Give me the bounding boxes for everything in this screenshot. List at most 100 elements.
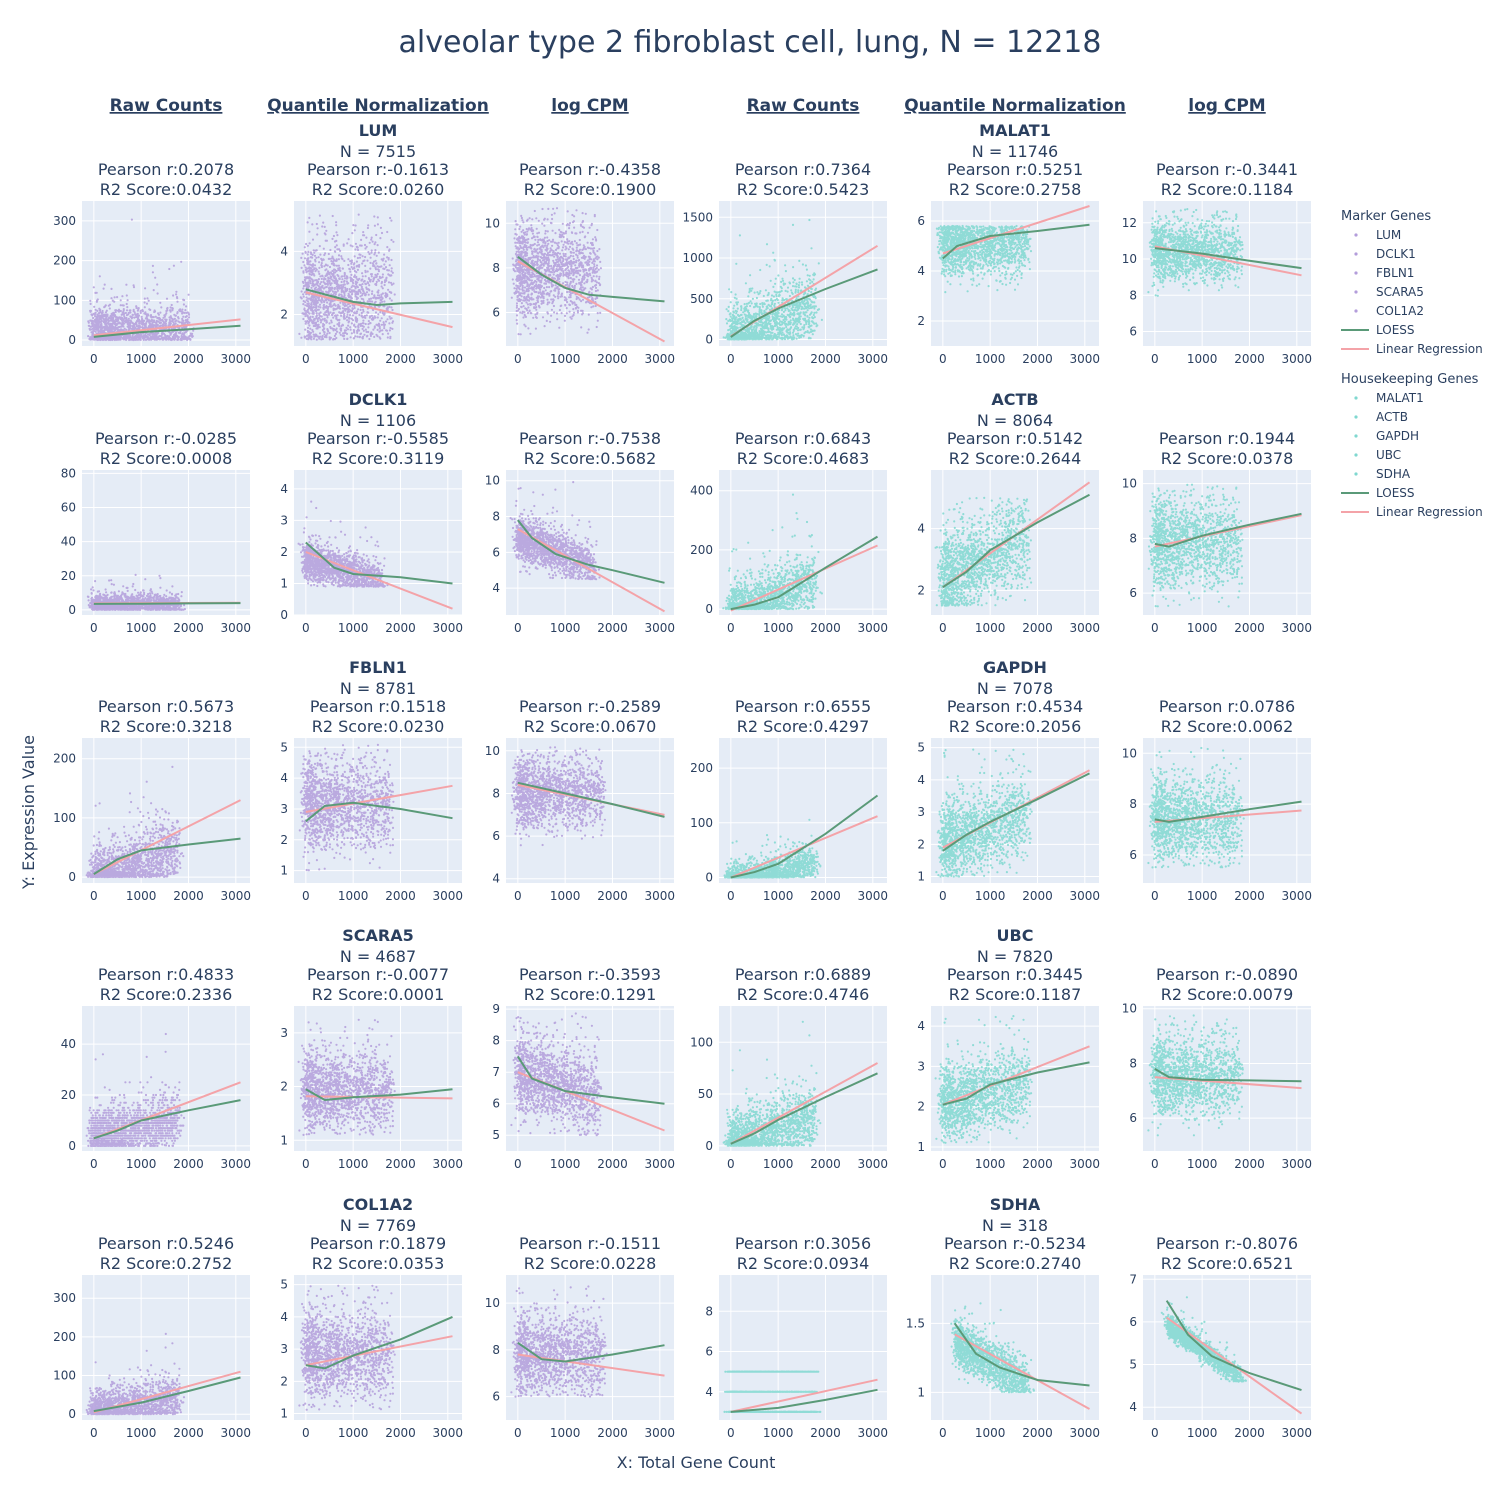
gene-count: N = 7769 (340, 1216, 416, 1235)
y-tick-label: 300 (53, 214, 76, 228)
y-tick-label: 100 (53, 293, 76, 307)
plot-background (82, 1006, 250, 1151)
legend-item[interactable]: MALAT1 (1376, 391, 1424, 405)
x-tick-label: 2000 (1234, 352, 1265, 366)
y-axis-title: Y: Expression Value (19, 735, 38, 890)
column-header: log CPM (551, 96, 628, 116)
legend-item[interactable]: FBLN1 (1376, 266, 1414, 280)
pearson-label: Pearson r:0.4833 (98, 965, 234, 984)
x-tick-label: 1000 (975, 352, 1006, 366)
scatter-cloud (510, 1285, 608, 1398)
scatter-cloud (1147, 208, 1244, 297)
x-tick-label: 2000 (1234, 889, 1265, 903)
plot-background (294, 1006, 462, 1151)
y-tick-label: 0 (705, 332, 713, 346)
r2-label: R2 Score:0.4297 (737, 717, 870, 736)
x-tick-label: 1000 (1187, 352, 1218, 366)
legend-item[interactable]: SDHA (1376, 467, 1411, 481)
legend-item[interactable]: GAPDH (1376, 429, 1419, 443)
x-tick-label: 0 (302, 889, 310, 903)
x-tick-label: 2000 (597, 352, 628, 366)
y-tick-label: 2 (280, 833, 288, 847)
scatter-cloud (1147, 746, 1245, 869)
x-tick-label: 2000 (597, 1157, 628, 1171)
gene-title: ACTB (991, 390, 1038, 409)
x-tick-label: 0 (514, 1426, 522, 1440)
y-tick-label: 3 (917, 805, 925, 819)
x-tick-label: 1000 (1187, 1157, 1218, 1171)
linear-regression-line (730, 1062, 878, 1145)
r2-label: R2 Score:0.1291 (524, 985, 657, 1004)
plot-background (1143, 738, 1311, 883)
pearson-label: Pearson r:0.0786 (1159, 697, 1295, 716)
pearson-label: Pearson r:-0.4358 (519, 160, 661, 179)
r2-label: R2 Score:0.2056 (949, 717, 1082, 736)
y-tick-label: 2 (280, 1080, 288, 1094)
pearson-label: Pearson r:-0.3593 (519, 965, 661, 984)
scatter-points (934, 496, 1033, 607)
y-tick-label: 100 (53, 1369, 76, 1383)
x-tick-label: 0 (90, 1426, 98, 1440)
loess-line (305, 1315, 453, 1370)
y-tick-label: 2 (917, 314, 925, 328)
r2-label: R2 Score:0.0934 (737, 1254, 870, 1273)
x-tick-label: 0 (939, 889, 947, 903)
scatter-points (1147, 483, 1244, 608)
legend-item-loess[interactable]: LOESS (1376, 486, 1415, 500)
x-tick-label: 1000 (1187, 1426, 1218, 1440)
x-tick-label: 2000 (385, 352, 416, 366)
legend-item-loess[interactable]: LOESS (1376, 323, 1415, 337)
linear-regression-line (93, 1370, 241, 1414)
linear-regression-line (730, 544, 878, 612)
legend-item-linear[interactable]: Linear Regression (1376, 505, 1483, 519)
y-tick-label: 0 (705, 1139, 713, 1153)
legend-item[interactable]: LUM (1376, 228, 1401, 242)
y-tick-label: 1 (917, 1140, 925, 1154)
legend-marker (1354, 434, 1358, 438)
x-tick-label: 3000 (221, 621, 252, 635)
legend-item[interactable]: COL1A2 (1376, 304, 1424, 318)
y-tick-label: 6 (1129, 848, 1137, 862)
x-tick-label: 0 (302, 621, 310, 635)
y-tick-label: 5 (280, 1278, 288, 1292)
y-tick-label: 20 (61, 569, 76, 583)
y-tick-label: 6 (492, 829, 500, 843)
gene-title: UBC (997, 926, 1034, 945)
x-tick-label: 1000 (550, 1426, 581, 1440)
legend-item[interactable]: DCLK1 (1376, 247, 1416, 261)
y-tick-label: 9 (492, 1002, 500, 1016)
r2-label: R2 Score:0.1187 (949, 985, 1082, 1004)
y-tick-label: 100 (690, 816, 713, 830)
x-tick-label: 2000 (1234, 1426, 1265, 1440)
y-tick-label: 4 (1129, 1400, 1137, 1414)
legend-item[interactable]: UBC (1376, 448, 1401, 462)
legend-item-linear[interactable]: Linear Regression (1376, 342, 1483, 356)
x-tick-label: 3000 (221, 352, 252, 366)
r2-label: R2 Score:0.6521 (1161, 1254, 1294, 1273)
loess-line (93, 602, 241, 605)
legend-marker (1354, 472, 1358, 476)
gene-count: N = 8064 (977, 411, 1053, 430)
x-tick-label: 3000 (433, 621, 464, 635)
legend-item[interactable]: ACTB (1376, 410, 1408, 424)
x-tick-label: 2000 (1022, 889, 1053, 903)
y-tick-label: 10 (1122, 1002, 1137, 1016)
legend-item[interactable]: SCARA5 (1376, 285, 1424, 299)
scatter-cloud (722, 218, 824, 341)
x-tick-label: 3000 (1070, 1426, 1101, 1440)
pearson-label: Pearson r:-0.2589 (519, 697, 661, 716)
plot-background (82, 470, 250, 615)
y-tick-label: 2 (917, 583, 925, 597)
loess-line (942, 1061, 1090, 1106)
loess-line (730, 268, 878, 338)
x-tick-label: 3000 (645, 1426, 676, 1440)
x-tick-label: 1000 (338, 352, 369, 366)
x-tick-label: 0 (514, 621, 522, 635)
loess-line (1165, 1300, 1302, 1392)
y-tick-label: 400 (690, 484, 713, 498)
